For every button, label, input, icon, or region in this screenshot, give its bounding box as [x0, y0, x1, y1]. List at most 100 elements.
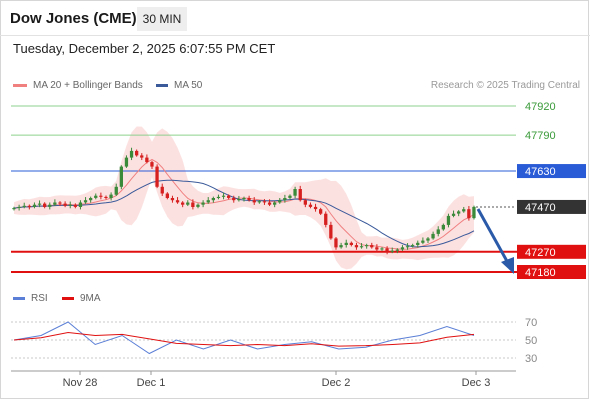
pivot-level-label: 47630: [525, 166, 556, 178]
candle-up: [216, 196, 221, 198]
candle-down: [165, 193, 169, 198]
candle-up: [17, 206, 21, 208]
candle-up: [211, 198, 215, 201]
level-labels: 47920 47790 47630 47470 47270 47180: [517, 101, 586, 279]
candle-up: [237, 199, 241, 201]
header: Dow Jones (CME) 30 MIN: [0, 0, 590, 36]
candle-down: [467, 209, 471, 219]
candle-up: [421, 240, 425, 243]
rsi-tick-label: 70: [525, 317, 537, 329]
candle-down: [303, 200, 307, 205]
rsi-tick-label: 50: [525, 335, 537, 347]
candle-up: [462, 209, 466, 212]
candle-up: [472, 206, 476, 219]
candle-up: [344, 242, 348, 245]
candle-up: [242, 198, 246, 200]
candle-up: [186, 202, 190, 205]
candle-up: [53, 202, 57, 205]
candle-down: [308, 204, 313, 207]
candle-up: [22, 205, 26, 207]
rsi-9ma-line: [13, 331, 475, 347]
rsi-panel: 70 50 30: [11, 317, 537, 365]
candle-down: [227, 195, 231, 198]
candle-up: [129, 150, 134, 158]
forecast-arrow-shaft: [476, 208, 510, 264]
candle-up: [257, 201, 261, 203]
candle-up: [221, 195, 226, 197]
candle-down: [232, 198, 236, 201]
candle-up: [273, 202, 277, 205]
candle-up: [48, 204, 52, 207]
candle-down: [370, 245, 374, 248]
ma20-swatch-icon: [13, 83, 27, 87]
candle-down: [104, 196, 108, 198]
candle-up: [411, 245, 415, 247]
candle-up: [12, 208, 16, 210]
interval-button[interactable]: 30 MIN: [137, 7, 187, 31]
candle-down: [349, 242, 353, 245]
candle-up: [114, 186, 118, 195]
candle-up: [68, 204, 72, 206]
time-tick-label: Dec 1: [137, 377, 166, 389]
candle-down: [324, 213, 328, 225]
candle-down: [262, 201, 267, 203]
candle-up: [278, 200, 282, 203]
candle-down: [354, 245, 359, 248]
candle-down: [160, 186, 164, 194]
candle-up: [89, 198, 93, 201]
rsi-swatch-icon: [13, 296, 25, 300]
time-tick-label: Dec 2: [322, 377, 351, 389]
legend-label: RSI: [31, 293, 48, 304]
9ma-swatch-icon: [62, 296, 74, 300]
candle-up: [400, 247, 405, 250]
timestamp: Tuesday, December 2, 2025 6:07:55 PM CET: [13, 41, 276, 56]
candle-up: [359, 246, 364, 248]
legend-label: 9MA: [80, 293, 101, 304]
candle-down: [170, 198, 175, 201]
rsi-tick-label: 30: [525, 353, 537, 365]
candle-up: [283, 198, 287, 201]
candle-up: [201, 202, 205, 205]
candle-up: [293, 189, 297, 196]
support-level-label: 47180: [525, 267, 556, 279]
candle-down: [58, 202, 62, 204]
candle-up: [436, 229, 440, 234]
candle-down: [252, 200, 256, 203]
candle-down: [63, 203, 67, 206]
candle-up: [395, 249, 399, 251]
candle-down: [298, 189, 302, 201]
candle-up: [37, 203, 42, 205]
support-label-bg: [517, 244, 586, 259]
candle-up: [426, 238, 430, 241]
legend-item-ma50: MA 50: [156, 80, 202, 91]
candle-up: [94, 195, 98, 198]
candle-up: [206, 200, 210, 203]
time-axis: Nov 28 Dec 1 Dec 2 Dec 3: [11, 370, 516, 389]
legend-item-9ma: 9MA: [62, 293, 101, 304]
candle-down: [329, 224, 333, 239]
candle-down: [191, 202, 195, 207]
resistance-level-label: 47920: [525, 101, 556, 113]
candle-down: [155, 166, 159, 187]
candle-down: [43, 203, 47, 207]
rsi-line: [13, 321, 475, 355]
candle-down: [175, 200, 180, 203]
credit-text: Research © 2025 Trading Central: [430, 80, 580, 91]
candle-up: [451, 213, 456, 216]
candle-up: [339, 245, 343, 248]
candle-up: [390, 250, 394, 252]
candle-up: [365, 245, 369, 247]
candle-down: [145, 157, 149, 163]
candle-up: [380, 248, 384, 250]
legend-label: MA 20 + Bollinger Bands: [33, 80, 143, 91]
candle-down: [334, 238, 338, 248]
legend-label: MA 50: [174, 80, 203, 91]
resistance-level-label: 47790: [525, 130, 556, 142]
forecast-arrow: [476, 208, 514, 274]
candle-up: [83, 200, 88, 203]
candle-down: [247, 198, 251, 201]
candle-up: [109, 194, 113, 198]
candle-down: [73, 204, 77, 207]
